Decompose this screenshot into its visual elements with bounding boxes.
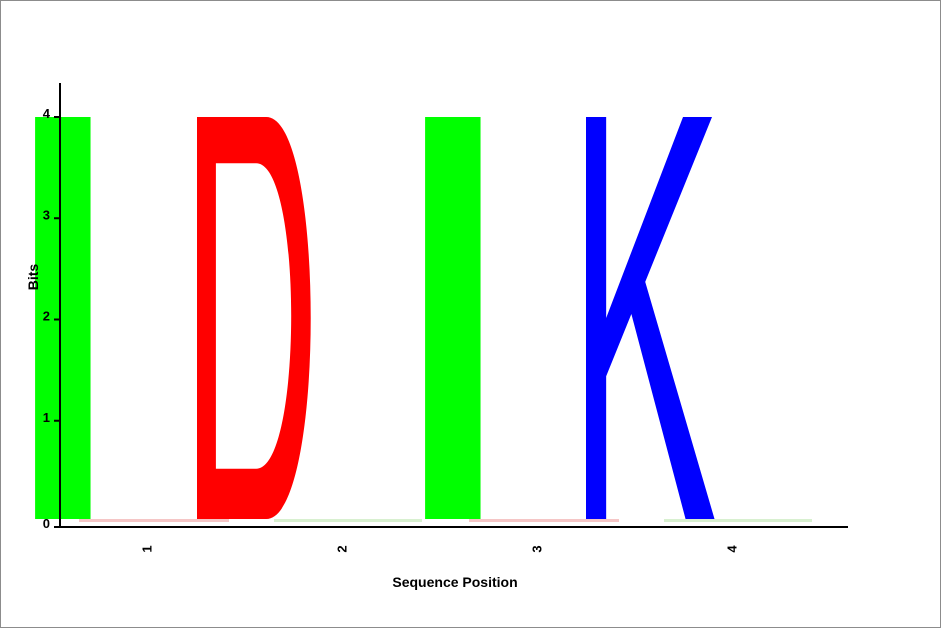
y-tick-label: 4 xyxy=(43,106,51,121)
logo-letter-i xyxy=(425,117,481,519)
x-axis-title: Sequence Position xyxy=(392,574,517,590)
x-tick-label: 4 xyxy=(725,545,740,553)
x-axis-ticks: 1 2 3 4 xyxy=(140,545,740,553)
y-tick-label: 3 xyxy=(43,207,50,222)
y-axis-ticks: 0 1 2 3 4 xyxy=(43,106,61,531)
baseline-residue xyxy=(79,519,812,522)
y-axis-title: Bits xyxy=(25,264,41,291)
y-tick-label: 2 xyxy=(43,309,50,324)
y-tick-label: 1 xyxy=(43,410,50,425)
logo-letters xyxy=(35,117,715,519)
logo-letter-i xyxy=(35,117,91,519)
x-tick-label: 1 xyxy=(140,545,155,552)
logo-letter-d xyxy=(197,117,311,519)
y-tick-label: 0 xyxy=(43,516,50,531)
x-tick-label: 2 xyxy=(335,545,350,552)
logo-letter-k xyxy=(586,117,715,519)
x-tick-label: 3 xyxy=(530,545,545,552)
